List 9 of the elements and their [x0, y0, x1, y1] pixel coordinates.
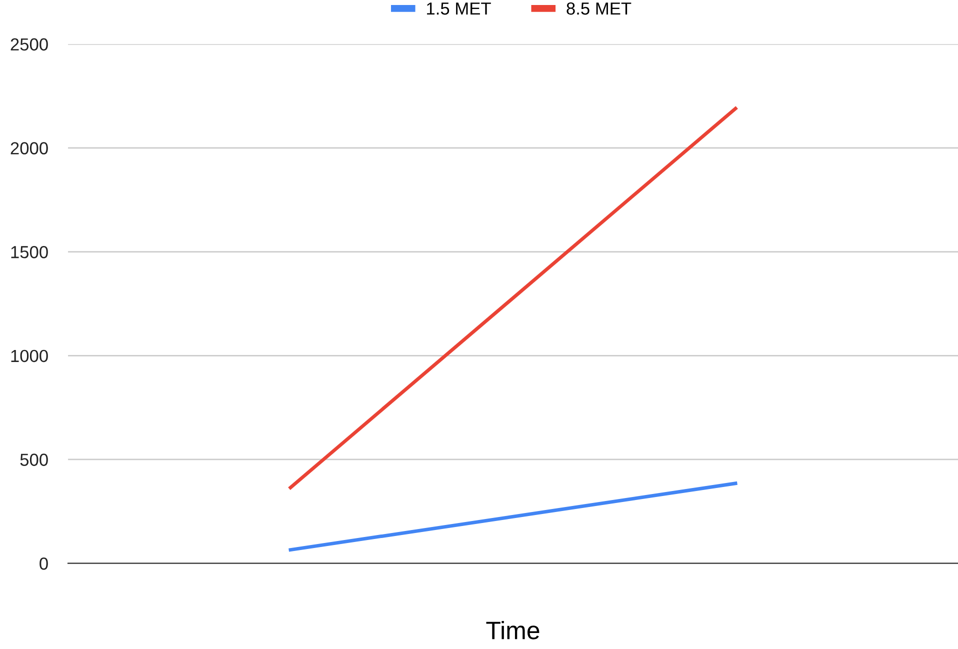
y-tick-label: 1500 — [11, 246, 48, 258]
y-tick-label: 500 — [20, 454, 48, 466]
legend-label: 8.5 MET — [566, 2, 632, 15]
y-tick-label: 1000 — [11, 350, 48, 362]
x-axis-title: Time — [486, 620, 540, 640]
y-tick-label: 2500 — [10, 38, 48, 51]
legend-label: 1.5 MET — [427, 2, 491, 15]
y-tick-label: 0 — [40, 558, 48, 570]
y-tick-label: 2000 — [10, 142, 48, 154]
